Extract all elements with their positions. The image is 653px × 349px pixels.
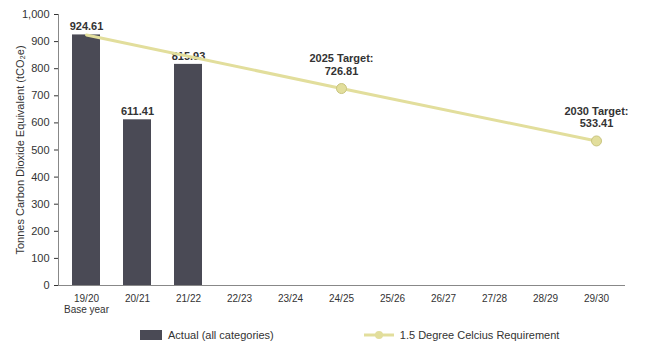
svg-text:2025 Target:726.81: 2025 Target:726.81 (310, 52, 374, 77)
svg-text:20/21: 20/21 (125, 293, 150, 304)
svg-text:23/24: 23/24 (278, 293, 303, 304)
svg-text:1,000: 1,000 (22, 8, 50, 20)
svg-text:300: 300 (31, 198, 49, 210)
svg-text:200: 200 (31, 225, 49, 237)
svg-text:25/26: 25/26 (380, 293, 405, 304)
svg-text:19/20Base year: 19/20Base year (64, 293, 110, 315)
svg-text:800: 800 (31, 62, 49, 74)
svg-text:400: 400 (31, 171, 49, 183)
svg-text:27/28: 27/28 (482, 293, 507, 304)
svg-text:815.93: 815.93 (171, 49, 206, 62)
svg-text:0: 0 (43, 279, 49, 291)
svg-text:600: 600 (31, 116, 49, 128)
svg-text:924.61: 924.61 (70, 20, 104, 32)
svg-text:21/22: 21/22 (176, 293, 201, 304)
svg-text:28/29: 28/29 (533, 293, 558, 304)
svg-text:24/25: 24/25 (329, 293, 354, 304)
html-text:1.5 Degree Celcius Requirement: 1.5 Degree Celcius Requirement (399, 329, 560, 341)
svg-text:26/27: 26/27 (431, 293, 456, 304)
svg-text:900: 900 (31, 35, 49, 47)
svg-text:2030 Target:533.41: 2030 Target:533.41 (565, 105, 629, 130)
html-text:Actual (all categories): Actual (all categories) (168, 329, 274, 341)
svg-text:Tonnes Carbon Dioxide Equivale: Tonnes Carbon Dioxide Equivalent (tCO₂e) (14, 45, 26, 254)
svg-text:29/30: 29/30 (584, 293, 609, 304)
svg-text:22/23: 22/23 (227, 293, 252, 304)
svg-text:611.41: 611.41 (121, 105, 154, 117)
svg-text:100: 100 (31, 252, 49, 264)
svg-text:700: 700 (31, 89, 49, 101)
svg-text:500: 500 (31, 144, 49, 156)
